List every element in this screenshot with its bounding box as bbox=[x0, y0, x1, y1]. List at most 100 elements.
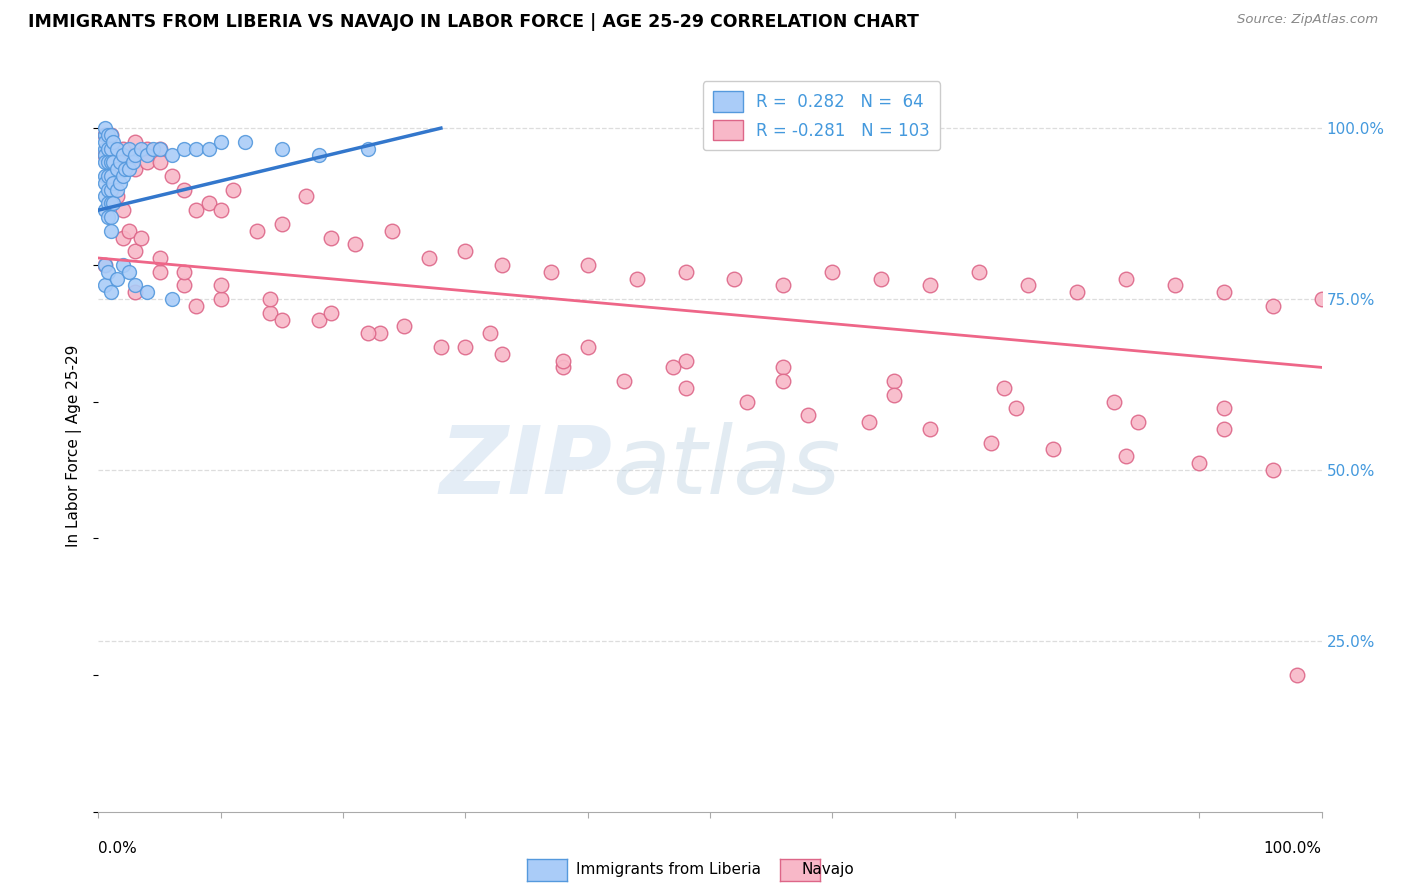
Point bbox=[118, 142, 141, 156]
Point bbox=[1115, 271, 1137, 285]
Point bbox=[1212, 401, 1234, 416]
Point bbox=[723, 271, 745, 285]
Point bbox=[858, 415, 880, 429]
Point bbox=[93, 128, 115, 142]
Point bbox=[100, 142, 122, 156]
Point bbox=[111, 230, 134, 244]
Point bbox=[97, 183, 120, 197]
Point bbox=[111, 258, 134, 272]
Point bbox=[319, 306, 342, 320]
Point bbox=[93, 169, 115, 183]
Point bbox=[772, 278, 794, 293]
Text: ZIP: ZIP bbox=[439, 422, 612, 514]
Point bbox=[772, 360, 794, 375]
Point bbox=[118, 162, 141, 177]
Point bbox=[100, 142, 122, 156]
Point bbox=[100, 169, 122, 183]
Point bbox=[1042, 442, 1064, 457]
Point bbox=[149, 142, 172, 156]
Point bbox=[197, 196, 219, 211]
Point bbox=[105, 183, 128, 197]
Point bbox=[136, 285, 159, 300]
Point bbox=[967, 265, 990, 279]
Point bbox=[308, 312, 330, 326]
Point bbox=[100, 210, 122, 224]
Point bbox=[491, 347, 513, 361]
Point bbox=[100, 224, 122, 238]
Point bbox=[993, 381, 1015, 395]
Point bbox=[381, 224, 404, 238]
Point bbox=[295, 189, 318, 203]
Point bbox=[186, 299, 208, 313]
Point bbox=[772, 374, 794, 388]
Point bbox=[149, 142, 172, 156]
Point bbox=[105, 189, 128, 203]
Point bbox=[111, 169, 134, 183]
Point bbox=[675, 381, 697, 395]
Point bbox=[100, 285, 122, 300]
Point bbox=[97, 210, 120, 224]
Point bbox=[173, 278, 195, 293]
Point bbox=[1128, 415, 1150, 429]
Point bbox=[259, 292, 281, 306]
Point bbox=[222, 183, 245, 197]
Point bbox=[97, 265, 120, 279]
Point bbox=[136, 142, 159, 156]
Point bbox=[124, 162, 146, 177]
Point bbox=[93, 148, 115, 162]
Point bbox=[101, 135, 124, 149]
Point bbox=[100, 183, 122, 197]
Point bbox=[270, 312, 294, 326]
Point bbox=[553, 360, 575, 375]
Point bbox=[111, 148, 134, 162]
Y-axis label: In Labor Force | Age 25-29: In Labor Force | Age 25-29 bbox=[66, 345, 83, 547]
Point bbox=[136, 155, 159, 169]
Point bbox=[93, 258, 115, 272]
Point bbox=[173, 183, 195, 197]
Point bbox=[540, 265, 562, 279]
Point bbox=[675, 265, 697, 279]
Point bbox=[93, 121, 115, 136]
Point bbox=[1286, 668, 1309, 682]
Text: Navajo: Navajo bbox=[801, 863, 855, 877]
Point bbox=[1115, 449, 1137, 463]
Legend: R =  0.282   N =  64, R = -0.281   N = 103: R = 0.282 N = 64, R = -0.281 N = 103 bbox=[703, 81, 941, 150]
Point bbox=[160, 169, 183, 183]
Point bbox=[1261, 463, 1284, 477]
Point bbox=[93, 258, 115, 272]
Point bbox=[111, 203, 134, 218]
Point bbox=[259, 306, 281, 320]
Point bbox=[368, 326, 391, 341]
Point bbox=[553, 353, 575, 368]
Text: 0.0%: 0.0% bbox=[98, 841, 138, 856]
Point bbox=[1017, 278, 1039, 293]
Point bbox=[173, 142, 195, 156]
Point bbox=[100, 155, 122, 169]
Point bbox=[1212, 285, 1234, 300]
Point bbox=[93, 189, 115, 203]
Point bbox=[392, 319, 416, 334]
Point bbox=[870, 271, 893, 285]
Point bbox=[136, 148, 159, 162]
Point bbox=[93, 128, 115, 142]
Point bbox=[129, 230, 152, 244]
Text: 100.0%: 100.0% bbox=[1264, 841, 1322, 856]
Point bbox=[110, 155, 132, 169]
Point bbox=[101, 155, 124, 169]
Point bbox=[121, 155, 143, 169]
Point bbox=[111, 155, 134, 169]
Point bbox=[160, 148, 183, 162]
Point bbox=[883, 374, 905, 388]
Point bbox=[1212, 422, 1234, 436]
Text: atlas: atlas bbox=[612, 423, 841, 514]
Point bbox=[1164, 278, 1187, 293]
Point bbox=[1310, 292, 1333, 306]
Point bbox=[93, 155, 115, 169]
Point bbox=[105, 162, 128, 177]
Point bbox=[93, 176, 115, 190]
Point bbox=[97, 196, 120, 211]
Point bbox=[124, 148, 146, 162]
Point bbox=[97, 169, 120, 183]
Point bbox=[246, 224, 269, 238]
Point bbox=[110, 176, 132, 190]
